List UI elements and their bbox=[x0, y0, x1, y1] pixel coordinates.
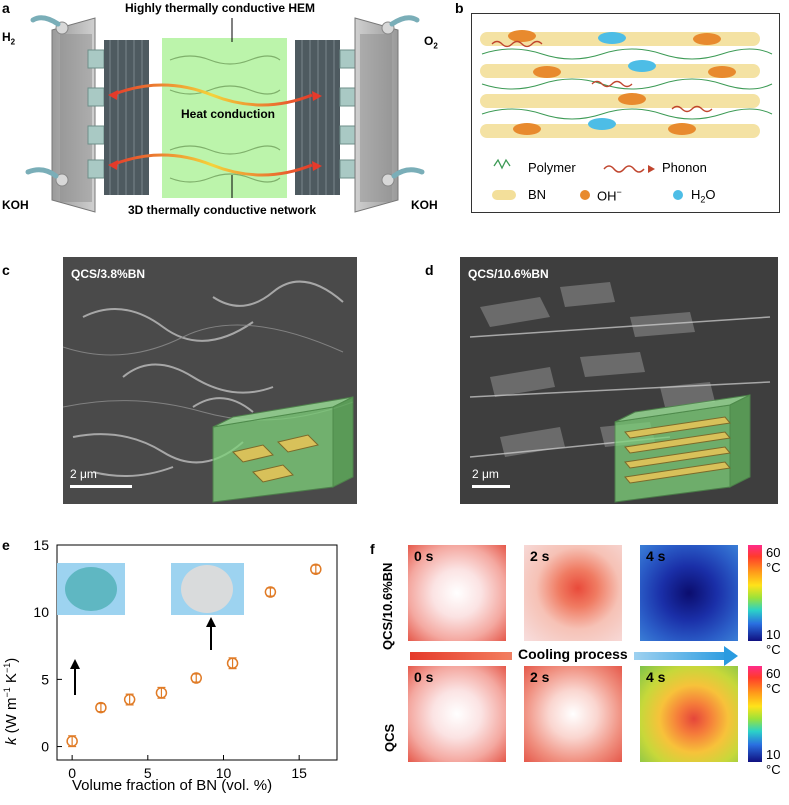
panel-label-f: f bbox=[370, 541, 375, 557]
scale-d-text: 2 μm bbox=[472, 467, 499, 481]
inset-arrows bbox=[70, 617, 216, 695]
data-marker bbox=[310, 563, 322, 575]
panel-label-b: b bbox=[455, 0, 464, 16]
x-tick-label: 15 bbox=[291, 765, 307, 781]
y-tick-label: 0 bbox=[41, 739, 49, 755]
bn-network-illustration bbox=[480, 30, 773, 200]
cbar-top-max: 60 °C bbox=[766, 545, 781, 575]
y-tick-label: 10 bbox=[33, 604, 49, 620]
data-marker bbox=[264, 586, 277, 598]
scale-bar-c bbox=[70, 485, 132, 488]
plot-frame bbox=[56, 544, 338, 761]
o2-label: O2 bbox=[424, 34, 438, 51]
legend-h2o: H2O bbox=[691, 187, 716, 205]
scale-bar-d bbox=[472, 485, 510, 488]
data-point bbox=[310, 563, 322, 575]
panel-label-e: e bbox=[2, 537, 10, 553]
thermal-bn-2s: 2 s bbox=[524, 545, 622, 641]
x-tick-label: 10 bbox=[216, 765, 232, 781]
legend-polymer: Polymer bbox=[528, 160, 576, 175]
x-tick-label: 5 bbox=[144, 765, 152, 781]
data-point bbox=[264, 586, 277, 598]
time-label: 4 s bbox=[646, 669, 666, 685]
panel-label-d: d bbox=[425, 262, 434, 278]
data-marker bbox=[66, 735, 78, 747]
x-axis-label: Volume fraction of BN (vol. %) bbox=[72, 777, 273, 794]
data-point bbox=[123, 693, 136, 706]
thermal-bn-0s: 0 s bbox=[408, 545, 506, 641]
panel-e-chart: 0 5 10 15 0 5 10 15 k (W m−1 K−1) Volume fracti… bbox=[0, 535, 370, 800]
cbar-bottom-max: 60 °C bbox=[766, 666, 781, 696]
cbar-bottom-min: 10 °C bbox=[766, 747, 781, 777]
legend-phonon: Phonon bbox=[662, 160, 707, 175]
panel-b-box bbox=[471, 13, 780, 213]
h2-label: H2 bbox=[2, 30, 16, 47]
data-point bbox=[155, 686, 168, 699]
data-marker bbox=[155, 687, 168, 699]
sem-texture-c bbox=[63, 257, 357, 504]
sem-d-label: QCS/10.6%BN bbox=[468, 267, 549, 281]
inset-photo-right bbox=[171, 563, 244, 615]
data-point bbox=[190, 672, 202, 684]
x-tick-label: 0 bbox=[68, 765, 76, 781]
panel-a-bottom-label: 3D thermally conductive network bbox=[128, 203, 317, 217]
data-point bbox=[226, 657, 239, 670]
data-marker bbox=[226, 657, 239, 669]
thermal-qcs-0s: 0 s bbox=[408, 666, 506, 762]
colorbar-bottom bbox=[748, 666, 762, 762]
legend-oh: OH− bbox=[597, 187, 622, 204]
data-marker bbox=[190, 672, 202, 684]
legend-bn: BN bbox=[528, 187, 547, 202]
sem-image-d: QCS/10.6%BN 2 μm bbox=[460, 257, 778, 504]
row-label-bn: QCS/10.6%BN bbox=[380, 562, 395, 650]
y-tick-label: 5 bbox=[41, 671, 49, 687]
data-marker bbox=[95, 701, 107, 714]
sem-texture-d bbox=[460, 257, 778, 504]
time-label: 2 s bbox=[530, 669, 550, 685]
data-point bbox=[95, 701, 107, 714]
sem-image-c: QCS/3.8%BN 2 μm bbox=[63, 257, 357, 504]
scale-c-text: 2 μm bbox=[70, 467, 97, 481]
koh-left-label: KOH bbox=[2, 198, 29, 212]
sem-c-label: QCS/3.8%BN bbox=[71, 267, 146, 281]
time-label: 0 s bbox=[414, 548, 434, 564]
thermal-qcs-4s: 4 s bbox=[640, 666, 738, 762]
inset-photo-left bbox=[57, 563, 125, 615]
time-label: 2 s bbox=[530, 548, 550, 564]
thermal-qcs-2s: 2 s bbox=[524, 666, 622, 762]
electrolyzer-illustration bbox=[25, 15, 425, 213]
cbar-top-min: 10 °C bbox=[766, 627, 781, 657]
panel-a-schematic bbox=[0, 0, 450, 230]
panel-a-center-label: Heat conduction bbox=[181, 107, 276, 121]
panel-label-a: a bbox=[2, 0, 10, 16]
panel-a-top-label: Highly thermally conductive HEM bbox=[125, 1, 316, 15]
thermal-conductivity-chart: 0 5 10 15 0 5 10 15 bbox=[33, 537, 338, 781]
thermal-bn-4s: 4 s bbox=[640, 545, 738, 641]
data-point bbox=[66, 735, 78, 748]
data-marker bbox=[123, 693, 136, 706]
y-tick-label: 15 bbox=[33, 537, 49, 553]
time-label: 4 s bbox=[646, 548, 666, 564]
cooling-arrow-head bbox=[724, 646, 738, 666]
row-label-qcs: QCS bbox=[382, 723, 397, 752]
panel-label-c: c bbox=[2, 262, 10, 278]
colorbar-top bbox=[748, 545, 762, 641]
cooling-process-label: Cooling process bbox=[512, 646, 634, 662]
time-label: 0 s bbox=[414, 669, 434, 685]
koh-right-label: KOH bbox=[411, 198, 438, 212]
